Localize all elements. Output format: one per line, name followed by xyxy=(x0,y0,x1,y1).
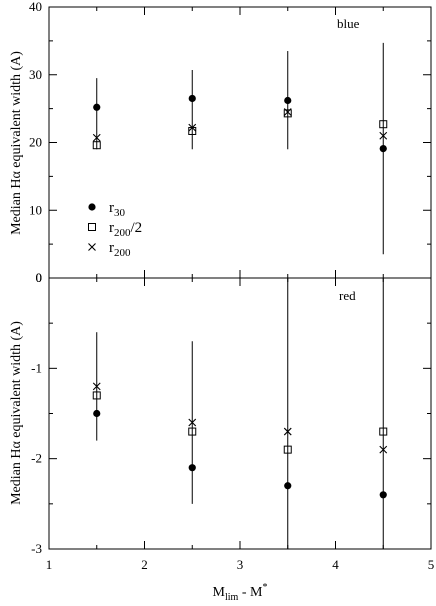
point-r200-blue xyxy=(379,131,388,140)
point-r30-blue xyxy=(188,94,196,103)
y-tick-label-blue: 30 xyxy=(29,67,42,82)
point-r200-half-blue xyxy=(379,120,388,129)
legend-r30-base: r xyxy=(109,200,114,216)
x-tick-label: 5 xyxy=(428,557,435,572)
x-axis-label-middle: - M xyxy=(238,585,263,600)
y-tick-label-blue: 0 xyxy=(36,270,43,285)
legend: r30 r200/2 r200 xyxy=(88,200,142,259)
point-r200-half-blue xyxy=(92,141,101,150)
point-r30-blue xyxy=(284,96,292,105)
chart-labels: blue red Median Hα equivalent width (A) … xyxy=(9,16,360,603)
legend-marker-r30 xyxy=(88,203,96,211)
x-axis-label: Mlim - M* xyxy=(213,582,268,603)
point-r200-red xyxy=(92,382,101,391)
legend-r200-base: r xyxy=(109,240,114,256)
x-tick-label: 3 xyxy=(237,557,244,572)
legend-r200half-suffix: /2 xyxy=(131,220,143,236)
legend-r200half-base: r xyxy=(109,220,114,236)
y-tick-label-red: -3 xyxy=(31,541,42,556)
legend-marker-r200 xyxy=(88,243,96,251)
point-r200-red xyxy=(283,427,292,436)
point-r200-red xyxy=(188,418,197,427)
point-r200-red xyxy=(379,445,388,454)
point-r30-red xyxy=(188,464,196,472)
x-tick-label: 1 xyxy=(46,557,53,572)
point-r200-half-red xyxy=(188,427,197,436)
plot-frame-blue xyxy=(48,6,432,279)
y-axis-label-top: Median Hα equivalent width (A) xyxy=(9,51,24,235)
y-tick-label-red: 0 xyxy=(36,270,43,285)
y-tick-label-blue: 20 xyxy=(29,135,42,150)
y-tick-label-blue: 40 xyxy=(29,0,42,14)
point-r200-half-red xyxy=(379,427,388,436)
point-r200-half-red xyxy=(92,391,101,400)
x-tick-label: 2 xyxy=(141,557,148,572)
x-axis-label-base: M xyxy=(213,585,226,600)
legend-r200half-sub: 200 xyxy=(114,227,131,239)
y-axis-label-bottom: Median Hα equivalent width (A) xyxy=(9,321,24,505)
point-r200-blue xyxy=(283,108,292,116)
y-tick-label-red: -1 xyxy=(31,360,42,375)
legend-r30-sub: 30 xyxy=(114,207,126,219)
legend-label-r200: r200 xyxy=(109,240,131,259)
point-r30-blue xyxy=(93,103,101,111)
x-axis-label-sub: lim xyxy=(225,592,239,603)
point-r200-half-red xyxy=(283,445,292,454)
legend-marker-r200-half xyxy=(88,223,96,231)
legend-label-r30: r30 xyxy=(109,200,126,219)
legend-r200-sub: 200 xyxy=(114,247,131,259)
point-r200-blue xyxy=(188,123,197,132)
plot-frame-red xyxy=(48,277,432,550)
data-marks xyxy=(92,42,388,549)
panel-label-red: red xyxy=(339,288,356,303)
point-r200-half-blue xyxy=(283,109,292,118)
point-r30-red xyxy=(379,491,387,499)
panel-label-blue: blue xyxy=(337,16,360,31)
legend-label-r200-half: r200/2 xyxy=(109,220,142,239)
y-tick-label-blue: 10 xyxy=(29,202,42,217)
x-axis-label-sup: * xyxy=(262,582,267,593)
point-r30-red xyxy=(93,409,101,418)
x-tick-label: 4 xyxy=(332,557,339,572)
y-tick-label-red: -2 xyxy=(31,451,42,466)
point-r30-red xyxy=(284,482,292,490)
point-r30-blue xyxy=(379,144,387,153)
point-r200-blue xyxy=(92,133,101,142)
